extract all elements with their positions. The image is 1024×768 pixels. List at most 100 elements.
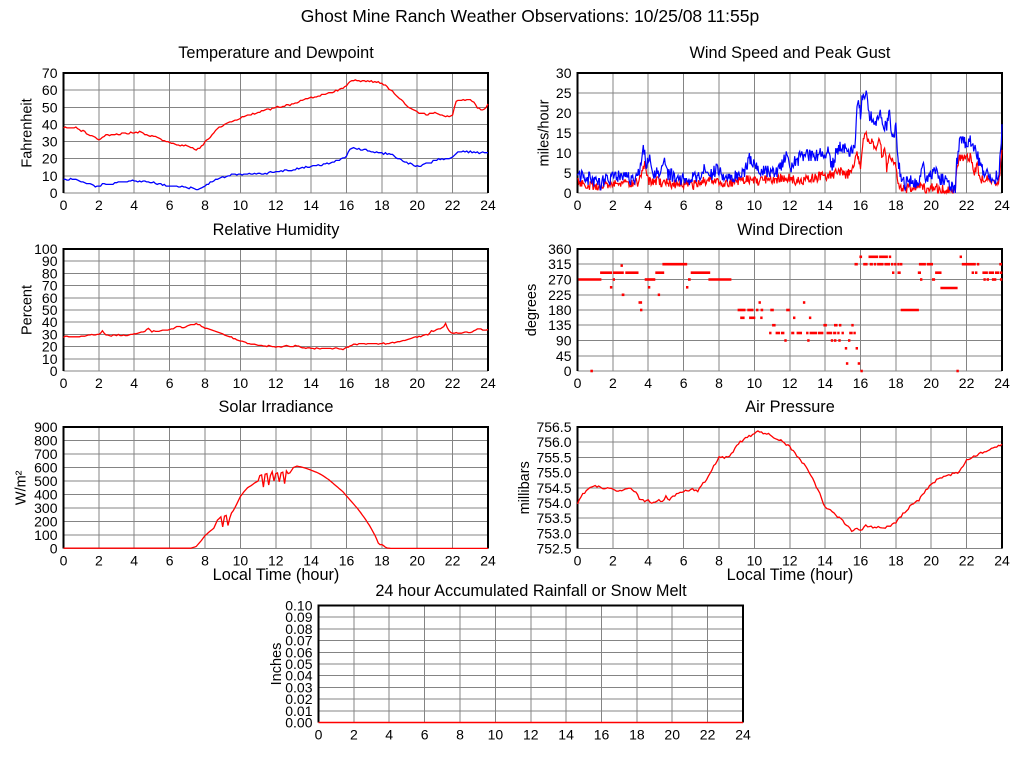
svg-text:50: 50 [42,302,58,318]
svg-text:2: 2 [609,553,617,569]
svg-text:12: 12 [268,375,284,391]
svg-text:Local Time (hour): Local Time (hour) [727,566,854,584]
svg-text:6: 6 [166,197,174,213]
svg-text:900: 900 [34,419,58,435]
svg-text:Fahrenheit: Fahrenheit [20,98,36,167]
svg-text:14: 14 [817,553,833,569]
svg-text:18: 18 [374,553,390,569]
svg-text:756.5: 756.5 [536,419,571,435]
svg-text:0.00: 0.00 [285,715,312,731]
svg-text:5: 5 [564,165,572,181]
svg-text:Percent: Percent [20,285,36,335]
svg-text:0: 0 [50,185,58,201]
svg-text:40: 40 [42,116,58,132]
svg-text:6: 6 [166,553,174,569]
svg-text:0: 0 [315,727,323,743]
svg-text:16: 16 [853,375,869,391]
svg-text:24: 24 [994,375,1010,391]
svg-text:45: 45 [556,348,572,364]
svg-text:24: 24 [480,375,496,391]
svg-text:16: 16 [339,197,355,213]
svg-text:22: 22 [445,375,461,391]
svg-text:20: 20 [664,727,680,743]
svg-text:10: 10 [233,197,249,213]
svg-text:Wind Direction: Wind Direction [737,221,843,239]
svg-text:24: 24 [994,197,1010,213]
svg-text:0.01: 0.01 [285,703,312,719]
svg-text:10: 10 [556,145,572,161]
svg-text:14: 14 [817,375,833,391]
svg-text:10: 10 [488,727,504,743]
svg-text:0: 0 [60,553,68,569]
svg-text:20: 20 [42,339,58,355]
svg-text:2: 2 [609,375,617,391]
svg-text:200: 200 [34,514,58,530]
svg-text:22: 22 [959,375,975,391]
svg-text:6: 6 [680,197,688,213]
svg-text:754.0: 754.0 [536,495,571,511]
svg-text:2: 2 [95,553,103,569]
svg-text:24: 24 [480,197,496,213]
svg-text:2: 2 [95,375,103,391]
svg-text:0: 0 [574,197,582,213]
svg-text:22: 22 [700,727,716,743]
svg-text:4: 4 [385,727,393,743]
svg-text:12: 12 [268,197,284,213]
svg-text:Inches: Inches [269,643,285,686]
svg-text:0: 0 [574,553,582,569]
svg-text:754.5: 754.5 [536,480,571,496]
svg-text:0.04: 0.04 [285,668,312,684]
svg-text:0: 0 [60,375,68,391]
svg-text:15: 15 [556,125,572,141]
svg-text:756.0: 756.0 [536,434,571,450]
svg-text:10: 10 [233,375,249,391]
svg-text:24: 24 [735,727,751,743]
svg-text:60: 60 [42,82,58,98]
svg-text:18: 18 [888,553,904,569]
svg-text:20: 20 [923,553,939,569]
svg-text:0: 0 [574,375,582,391]
svg-text:6: 6 [421,727,429,743]
svg-text:18: 18 [888,375,904,391]
svg-text:24: 24 [480,553,496,569]
svg-text:Air Pressure: Air Pressure [745,398,835,416]
svg-text:755.0: 755.0 [536,465,571,481]
svg-text:50: 50 [42,99,58,115]
svg-text:315: 315 [548,256,572,272]
svg-text:40: 40 [42,314,58,330]
svg-text:80: 80 [42,265,58,281]
svg-text:30: 30 [42,134,58,150]
svg-text:600: 600 [34,460,58,476]
svg-text:20: 20 [409,375,425,391]
svg-text:20: 20 [556,105,572,121]
svg-text:18: 18 [374,197,390,213]
svg-text:16: 16 [853,553,869,569]
svg-text:4: 4 [644,375,652,391]
svg-text:14: 14 [817,197,833,213]
svg-text:12: 12 [782,553,798,569]
svg-text:0.03: 0.03 [285,679,312,695]
svg-text:8: 8 [456,727,464,743]
svg-text:2: 2 [350,727,358,743]
svg-text:0.08: 0.08 [285,621,312,637]
svg-text:24 hour Accumulated Rainfall o: 24 hour Accumulated Rainfall or Snow Mel… [375,582,687,600]
svg-text:Temperature and Dewpoint: Temperature and Dewpoint [178,44,374,62]
svg-text:22: 22 [959,553,975,569]
svg-text:0.02: 0.02 [285,691,312,707]
svg-text:70: 70 [42,65,58,81]
svg-text:16: 16 [594,727,610,743]
svg-text:10: 10 [42,168,58,184]
svg-text:100: 100 [34,527,58,543]
svg-text:W/m²: W/m² [14,470,30,505]
svg-text:degrees: degrees [524,284,540,336]
svg-text:22: 22 [959,197,975,213]
svg-text:14: 14 [303,553,319,569]
svg-text:18: 18 [374,375,390,391]
svg-text:20: 20 [923,375,939,391]
svg-text:10: 10 [747,553,763,569]
svg-text:0: 0 [50,541,58,557]
svg-text:4: 4 [130,375,138,391]
svg-text:270: 270 [548,272,572,288]
svg-text:800: 800 [34,433,58,449]
svg-text:Ghost Mine Ranch Weather Obser: Ghost Mine Ranch Weather Observations: 1… [301,6,760,26]
